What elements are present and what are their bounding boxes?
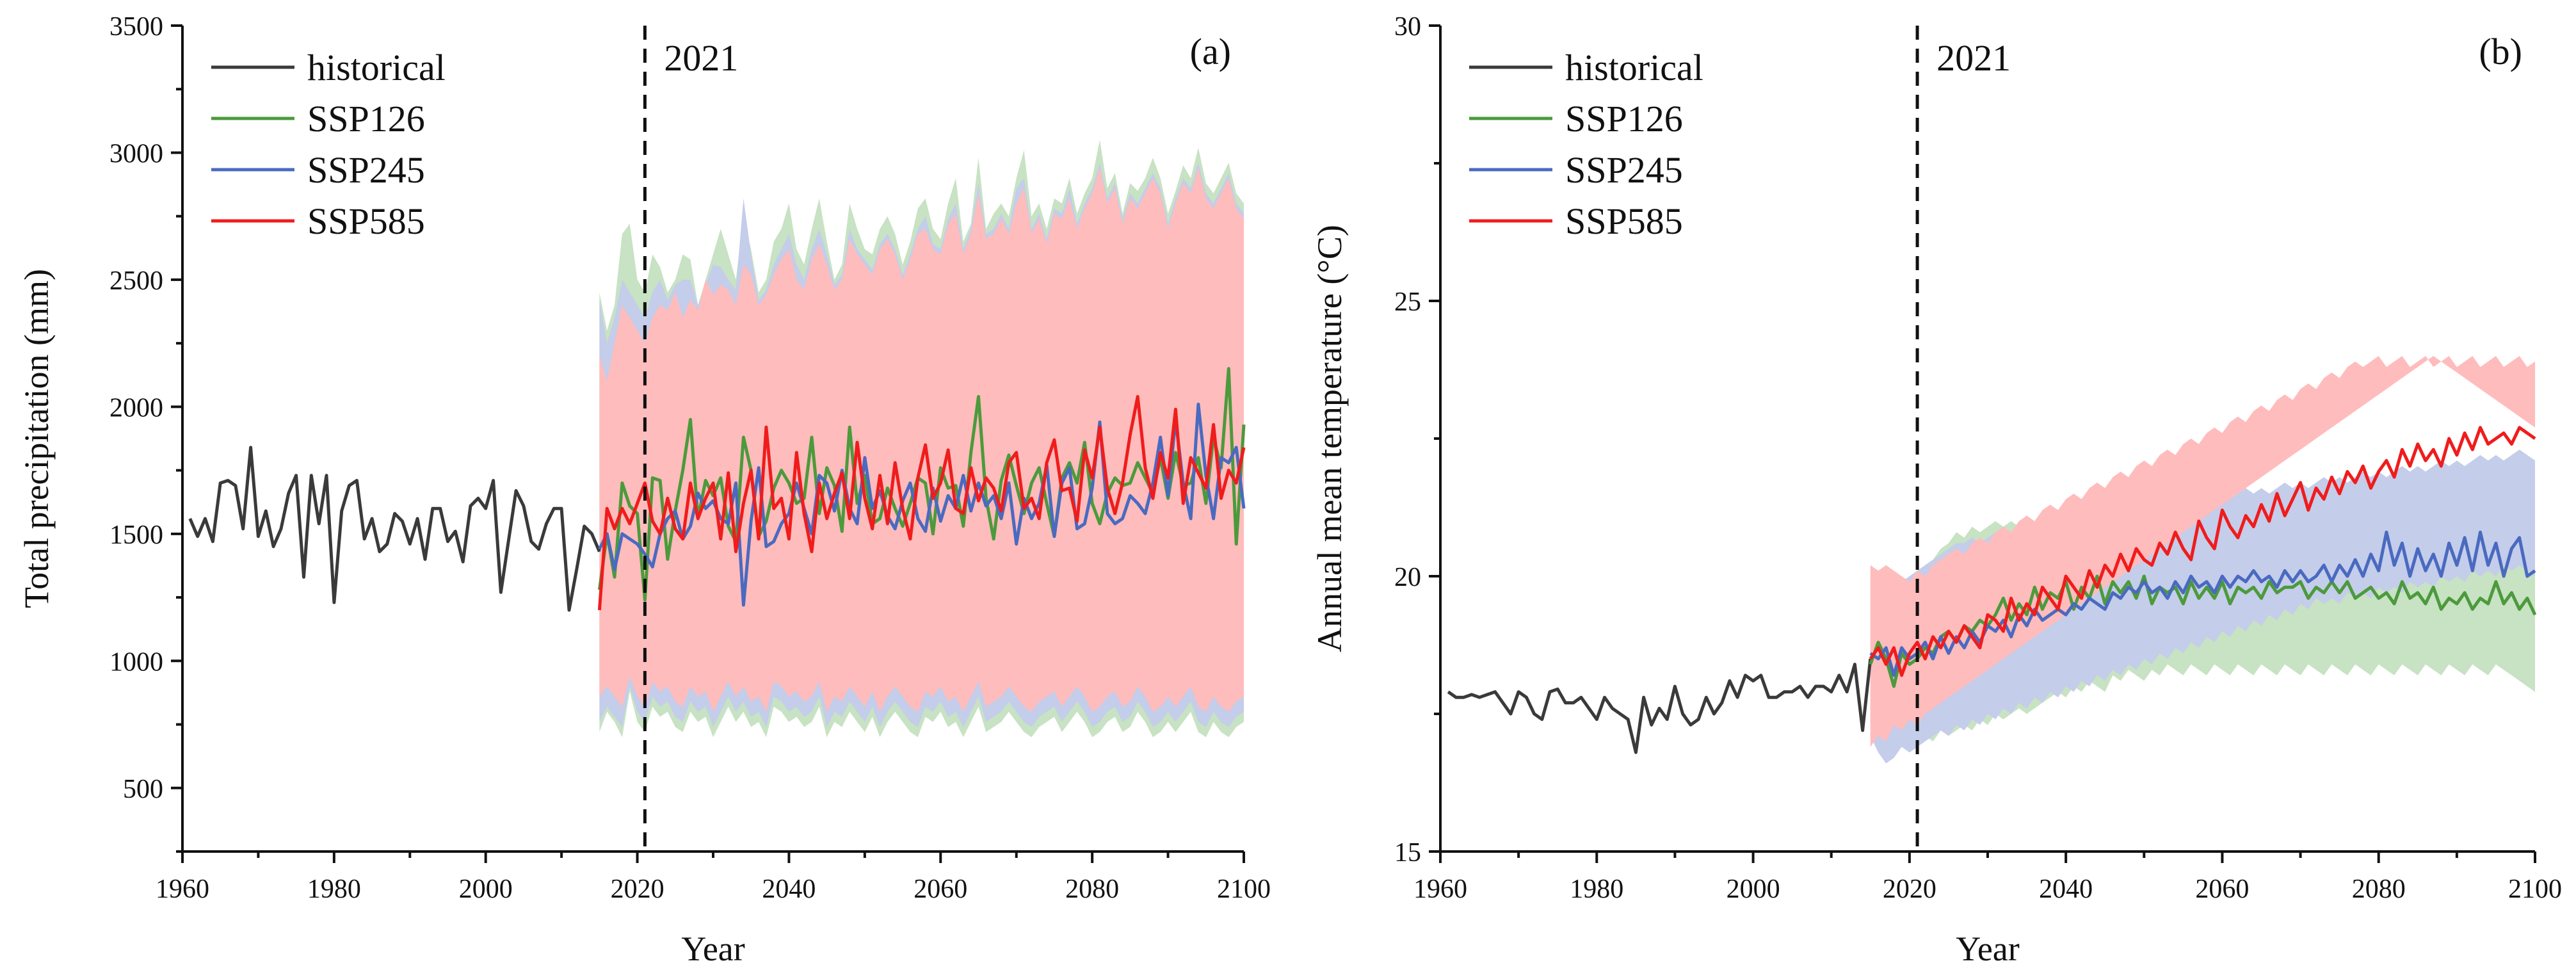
x-tick-label: 2000 <box>1727 875 1780 904</box>
x-tick-label: 1960 <box>1413 875 1467 904</box>
legend-label-ssp245: SSP245 <box>1565 149 1683 191</box>
series-line-ssp245 <box>598 402 1246 607</box>
y-axis-title: Total precipitation (mm) <box>17 269 56 608</box>
panel-tag: (b) <box>2479 31 2522 72</box>
y-tick-label: 1000 <box>109 647 163 677</box>
x-tick-label: 2080 <box>1065 875 1119 904</box>
x-tick-label: 2020 <box>611 875 664 904</box>
y-tick-label: 3500 <box>109 12 163 42</box>
uncertainty-band-ssp585 <box>599 168 1244 712</box>
legend-label-ssp126: SSP126 <box>307 98 425 140</box>
y-tick-label: 20 <box>1394 563 1421 592</box>
series-line-ssp585 <box>1869 426 2536 677</box>
y-tick-label: 2500 <box>109 266 163 296</box>
chart-panel-b: 2021 1960 1980 2000 2020 2040 2060 2080 2100 15 20… <box>1310 12 2562 968</box>
legend-label-ssp126: SSP126 <box>1565 98 1683 140</box>
legend-label-historical: historical <box>1565 47 1703 88</box>
chart-panel-a: 2021 1960 1980 2000 2020 2040 2060 2080 2100 500 1… <box>17 12 1271 968</box>
legend-label-ssp245: SSP245 <box>307 149 425 191</box>
y-tick-label: 500 <box>123 775 163 804</box>
marker-label-2021: 2021 <box>1936 37 2011 79</box>
x-tick-label: 2080 <box>2352 875 2406 904</box>
legend-label-historical: historical <box>307 47 446 88</box>
x-tick-label: 2000 <box>459 875 513 904</box>
y-tick-label: 2000 <box>109 393 163 423</box>
series-line-ssp585 <box>597 395 1246 611</box>
series-line-ssp126 <box>1869 574 2537 688</box>
x-tick-label: 2040 <box>2039 875 2093 904</box>
uncertainty-band-ssp585 <box>1870 356 2535 747</box>
series-line-historical <box>188 446 601 612</box>
x-tick-label: 2040 <box>762 875 816 904</box>
y-tick-label: 30 <box>1394 12 1421 42</box>
series-line-ssp126 <box>597 367 1246 602</box>
x-tick-label: 2100 <box>1217 875 1271 904</box>
y-tick-label: 1500 <box>109 521 163 550</box>
x-axis-title: Year <box>681 930 745 968</box>
x-tick-label: 1980 <box>1570 875 1623 904</box>
x-axis-title: Year <box>1956 930 2020 968</box>
y-tick-label: 25 <box>1394 287 1421 317</box>
x-tick-label: 1980 <box>307 875 361 904</box>
legend: historical SSP126 SSP245 SSP585 <box>211 47 446 242</box>
panel-tag: (a) <box>1190 31 1231 72</box>
x-tick-label: 1960 <box>156 875 209 904</box>
legend-label-ssp585: SSP585 <box>307 200 425 242</box>
x-tick-label: 2100 <box>2508 875 2562 904</box>
legend: historical SSP126 SSP245 SSP585 <box>1469 47 1703 242</box>
x-tick-label: 2060 <box>914 875 967 904</box>
marker-label-2021: 2021 <box>664 37 738 79</box>
y-tick-label: 15 <box>1394 838 1421 868</box>
x-tick-label: 2060 <box>2195 875 2249 904</box>
legend-label-ssp585: SSP585 <box>1565 200 1683 242</box>
series-line-historical <box>1447 658 1872 754</box>
x-tick-label: 2020 <box>1883 875 1936 904</box>
y-axis-title: Annual mean temperature (°C) <box>1310 225 1349 652</box>
y-tick-label: 3000 <box>109 139 163 168</box>
